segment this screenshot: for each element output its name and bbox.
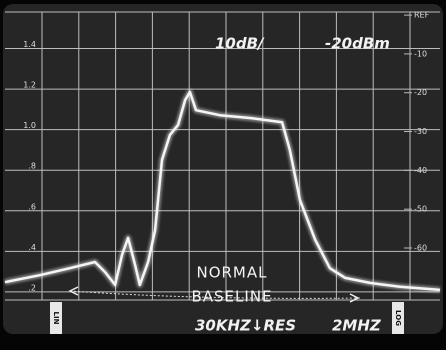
y2-tick-label: -20 [414,88,427,97]
y2-tick-label: -10 [414,49,427,58]
y-tick-label: .2 [28,283,36,292]
annotation: -20dBm [325,35,390,53]
annotation: 10dB/ [215,35,265,53]
analyzer-display: .2 .4 .6 .8 1.0 1.2 1.4 REF -10 -20 -30 -40 -50 -60 10… [0,0,446,350]
y2-tick-label: -40 [414,166,427,175]
annotation: LIN [52,312,60,325]
y-tick-label: .8 [28,162,36,171]
y2-tick-label: -60 [414,243,427,252]
y-tick-label: .4 [28,243,36,252]
annotation: LOG [394,310,402,326]
y2-tick-label: -30 [414,127,427,136]
annotation: 30KHZ↓RES [195,317,296,335]
annotation: 2MHZ [332,317,382,335]
y-tick-label: 1.4 [23,40,36,49]
y2-tick-label: REF [414,11,430,20]
annotation: NORMAL [196,264,267,282]
y2-tick-label: -50 [414,205,427,214]
annotation: BASELINE [191,288,272,306]
y-tick-label: .6 [28,202,36,211]
y-tick-label: 1.0 [23,121,36,130]
y-tick-label: 1.2 [23,81,36,90]
